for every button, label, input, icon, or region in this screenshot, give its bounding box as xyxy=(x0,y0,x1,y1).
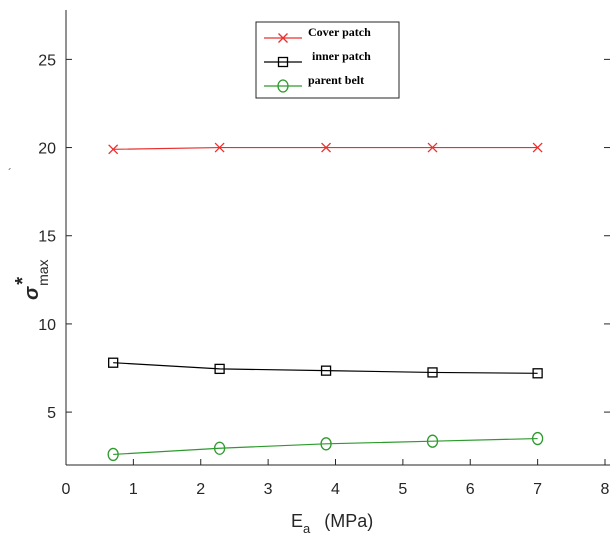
legend-item-cover-patch: Cover patch xyxy=(264,25,371,43)
y-tick-label: 15 xyxy=(38,229,56,246)
series-inner-patch xyxy=(108,357,543,379)
x-tick-label: 1 xyxy=(129,481,138,498)
x-tick-label: 3 xyxy=(264,481,273,498)
y-tick-label: 25 xyxy=(38,52,56,69)
legend-marker xyxy=(278,33,288,43)
marker-stroke xyxy=(278,33,288,43)
x-axis-label: Ea (MPa) xyxy=(291,511,373,536)
legend-item-parent-belt: parent belt xyxy=(264,73,364,93)
series-layer xyxy=(107,142,544,462)
data-point-cover-patch xyxy=(427,142,438,153)
series-cover-patch xyxy=(108,142,543,155)
data-point-parent-belt xyxy=(213,441,226,455)
data-point-cover-patch xyxy=(214,142,225,153)
data-point-cover-patch xyxy=(321,142,332,153)
stray-mark: ´ xyxy=(8,166,12,180)
x-tick-label: 5 xyxy=(398,481,407,498)
y-axis-label: σ*max xyxy=(12,259,51,300)
data-point-cover-patch xyxy=(108,144,119,155)
y-axis-label-sup: * xyxy=(12,277,34,285)
y-tick-label: 5 xyxy=(47,405,56,422)
series-parent-belt xyxy=(107,431,544,462)
y-axis-label-sub: max xyxy=(35,259,51,285)
data-point-inner-patch xyxy=(427,367,438,378)
data-point-parent-belt xyxy=(107,447,119,462)
data-point-inner-patch xyxy=(320,365,332,376)
data-point-inner-patch xyxy=(108,357,119,368)
series-line-parent-belt xyxy=(113,437,538,456)
marker-stroke xyxy=(108,144,119,155)
data-point-parent-belt xyxy=(320,437,332,451)
legend-marker xyxy=(277,79,289,93)
marker-stroke xyxy=(214,142,225,153)
x-tick-label: 2 xyxy=(196,481,205,498)
y-axis-label-main: σ xyxy=(21,286,43,300)
data-point-inner-patch xyxy=(532,368,543,379)
x-axis-label-main: E xyxy=(291,511,303,531)
svg-text:σ*max: σ*max xyxy=(12,259,51,300)
axes: 0 1 2 3 4 5 6 7 8 5 10 15 20 25 xyxy=(38,10,610,498)
legend-item-inner-patch: inner patch xyxy=(264,49,371,68)
data-point-cover-patch xyxy=(532,142,543,153)
legend: Cover patch inner patch parent belt xyxy=(255,21,400,99)
marker-stroke xyxy=(427,142,438,153)
data-point-parent-belt xyxy=(531,431,544,446)
x-axis-label-sub: a xyxy=(303,521,311,536)
legend-label: Cover patch xyxy=(308,25,371,39)
data-point-parent-belt xyxy=(426,434,439,448)
x-tick-label: 6 xyxy=(466,481,475,498)
y-tick-label: 10 xyxy=(38,317,56,334)
axis-labels: Ea (MPa) σ*max ´ xyxy=(8,166,373,536)
x-tick-label: 0 xyxy=(62,481,71,498)
series-line-inner-patch xyxy=(113,362,538,374)
marker-stroke xyxy=(532,142,543,153)
x-tick-label: 4 xyxy=(331,481,340,498)
legend-label: inner patch xyxy=(312,49,371,63)
y-tick-label: 20 xyxy=(38,141,56,158)
x-tick-label: 7 xyxy=(533,481,542,498)
x-tick-label: 8 xyxy=(601,481,610,498)
marker-stroke xyxy=(321,142,332,153)
x-axis-label-unit: (MPa) xyxy=(324,511,373,531)
legend-label: parent belt xyxy=(308,73,364,87)
legend-marker xyxy=(277,56,289,68)
data-point-inner-patch xyxy=(214,363,225,375)
